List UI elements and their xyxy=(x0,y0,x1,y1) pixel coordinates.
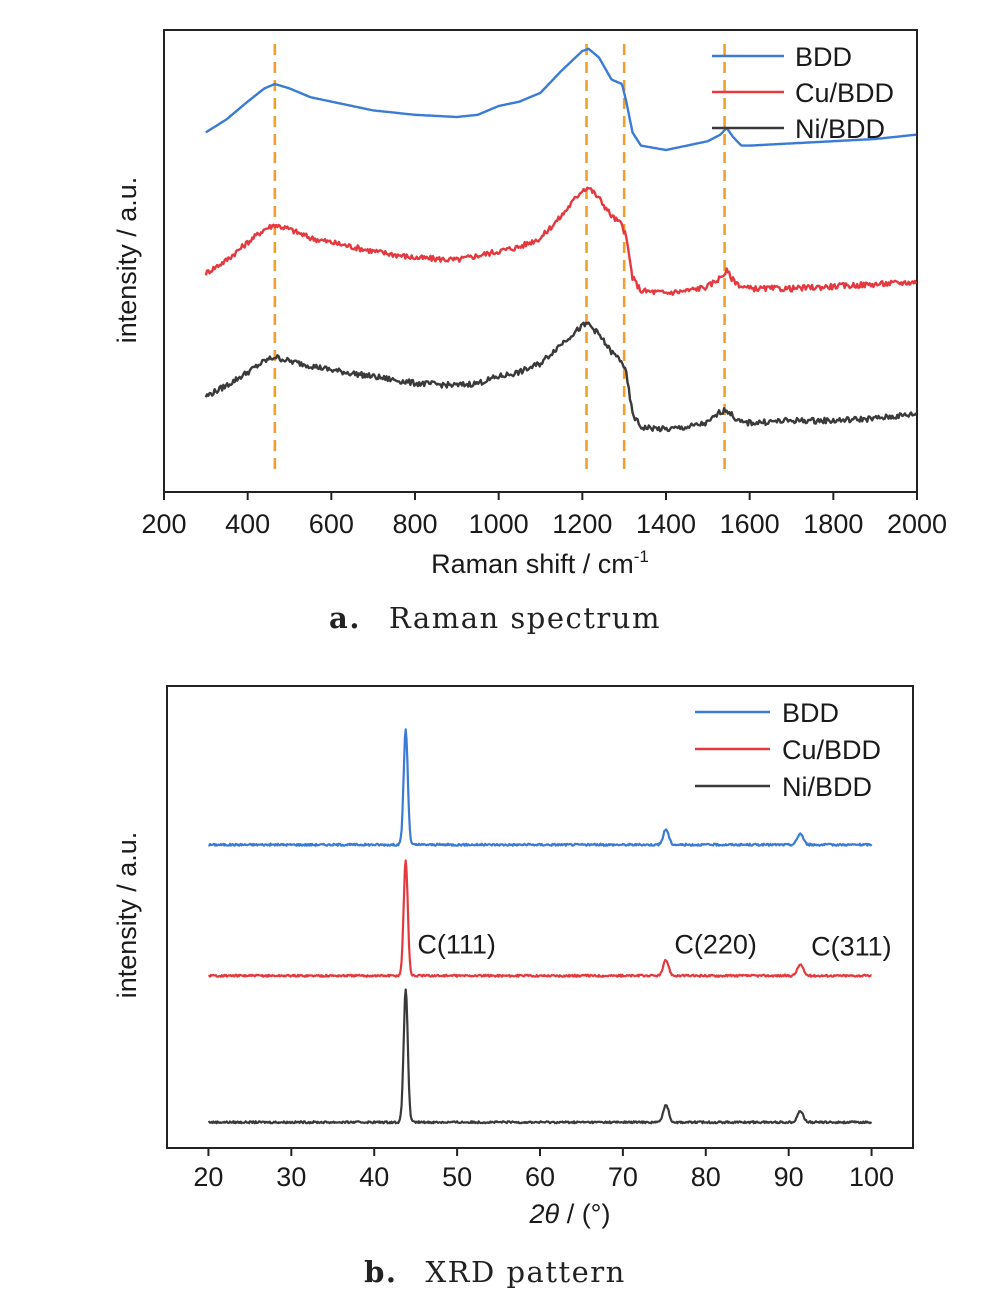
x-tick-label: 20 xyxy=(193,1162,223,1192)
legend-label: Ni/BDD xyxy=(795,114,885,144)
x-tick-label: 800 xyxy=(392,509,437,539)
xrd-chart: 20 30 40 50 60 70 80 90 100 BDD Cu/BDD Ni/BDD C(11… xyxy=(112,685,914,1289)
xrd-legend: BDD Cu/BDD Ni/BDD xyxy=(695,698,881,802)
raman-series-ni-bdd xyxy=(204,321,918,433)
xrd-series-bdd xyxy=(208,728,873,847)
peak-label: C(311) xyxy=(811,932,892,962)
raman-series-cu-bdd xyxy=(204,186,918,296)
raman-caption: a. Raman spectrum xyxy=(329,601,661,635)
peak-label: C(111) xyxy=(417,930,496,960)
x-tick-label: 1400 xyxy=(636,509,696,539)
xrd-y-axis-label: intensity / a.u. xyxy=(112,832,142,999)
raman-series xyxy=(204,47,918,433)
x-tick-label: 30 xyxy=(276,1162,306,1192)
xrd-x-ticks: 20 30 40 50 60 70 80 90 100 xyxy=(193,1148,894,1192)
x-tick-label: 70 xyxy=(608,1162,638,1192)
raman-x-axis-label: Raman shift / cm-1 xyxy=(431,547,649,579)
xrd-x-axis-label: 2θ / (°) xyxy=(529,1199,611,1229)
legend-label: Cu/BDD xyxy=(795,78,894,108)
x-tick-label: 2000 xyxy=(887,509,947,539)
xrd-series-cu-bdd xyxy=(208,859,872,978)
xrd-series xyxy=(207,728,873,1125)
xrd-peak-labels: C(111) C(220) C(311) xyxy=(417,930,891,962)
raman-legend: BDD Cu/BDD Ni/BDD xyxy=(712,42,894,144)
x-tick-label: 200 xyxy=(141,509,186,539)
legend-label: BDD xyxy=(795,42,852,72)
raman-y-axis-label: intensity / a.u. xyxy=(112,177,142,344)
x-tick-label: 1000 xyxy=(469,509,529,539)
raman-series-bdd xyxy=(205,47,917,152)
x-tick-label: 80 xyxy=(691,1162,721,1192)
raman-plot-frame xyxy=(163,29,918,493)
x-tick-label: 1200 xyxy=(552,509,612,539)
x-tick-label: 600 xyxy=(309,509,354,539)
raman-chart: 200 400 600 800 1000 1200 1400 1600 1800 2000 BDD… xyxy=(112,29,947,635)
raman-x-ticks: 200 400 600 800 1000 1200 1400 1600 1800 2000 xyxy=(141,492,947,539)
x-tick-label: 40 xyxy=(359,1162,389,1192)
legend-label: BDD xyxy=(782,698,839,728)
x-tick-label: 60 xyxy=(525,1162,555,1192)
legend-label: Cu/BDD xyxy=(782,735,881,765)
xrd-series-ni-bdd xyxy=(207,988,873,1125)
peak-label: C(220) xyxy=(674,930,757,960)
x-tick-label: 1800 xyxy=(803,509,863,539)
x-tick-label: 100 xyxy=(849,1162,894,1192)
raman-guide-lines xyxy=(273,44,726,470)
legend-label: Ni/BDD xyxy=(782,772,872,802)
xrd-caption: b. XRD pattern xyxy=(364,1255,626,1289)
x-tick-label: 1600 xyxy=(720,509,780,539)
x-tick-label: 50 xyxy=(442,1162,472,1192)
x-tick-label: 90 xyxy=(774,1162,804,1192)
x-tick-label: 400 xyxy=(225,509,270,539)
